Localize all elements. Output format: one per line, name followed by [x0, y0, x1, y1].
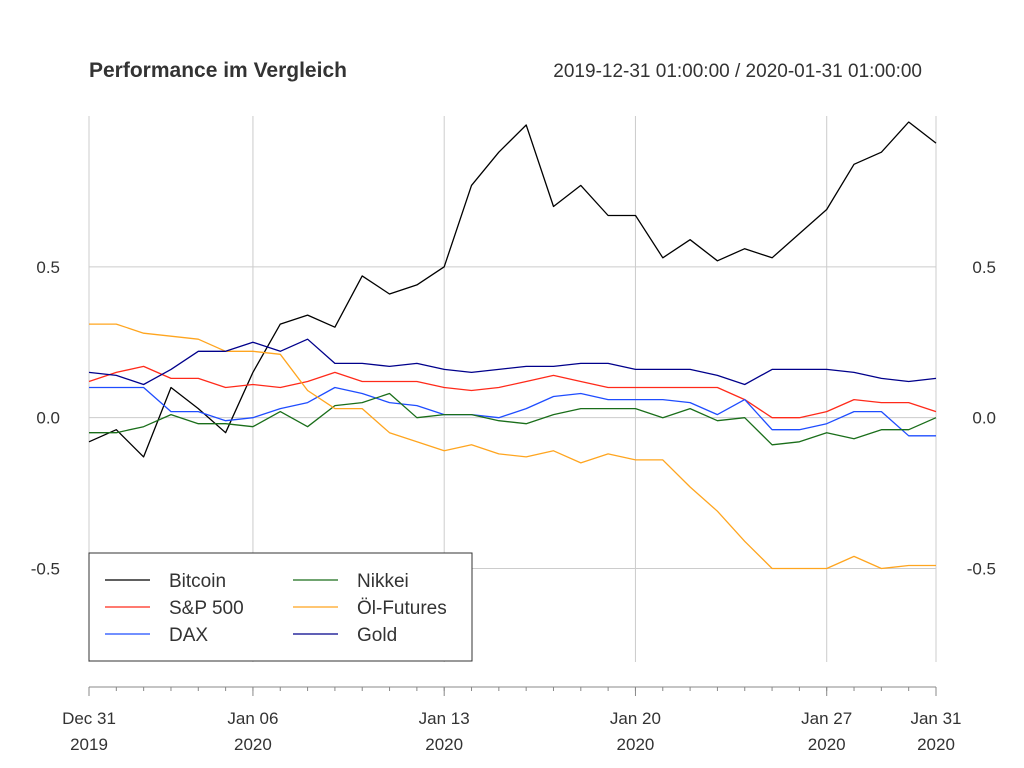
series-line-4	[89, 323, 936, 570]
legend-label: DAX	[169, 625, 208, 646]
y-axis-right: 0.5 0.0 -0.5	[967, 258, 996, 579]
series-line-0	[88, 121, 937, 458]
x-tick-year-label: 2020	[617, 735, 655, 754]
x-tick-label: Jan 06	[227, 709, 278, 728]
chart-title: Performance im Vergleich	[89, 59, 347, 82]
y-tick-label-left: -0.5	[31, 559, 60, 578]
x-tick-label: Jan 20	[610, 709, 661, 728]
x-tick-year-label: 2020	[808, 735, 846, 754]
x-tick-year-label: 2019	[70, 735, 108, 754]
series-lines	[88, 121, 937, 570]
series-line-3	[89, 392, 937, 446]
series-line-5	[88, 338, 937, 386]
x-tick-label: Jan 31	[910, 709, 961, 728]
series-line-2	[89, 386, 936, 437]
legend-label: Gold	[357, 625, 397, 646]
legend-label: S&P 500	[169, 598, 244, 619]
x-tick-year-label: 2020	[425, 735, 463, 754]
x-tick-label: Dec 31	[62, 709, 116, 728]
y-tick-label-right: 0.5	[972, 258, 996, 277]
y-tick-label-right: 0.0	[972, 409, 996, 428]
legend-box	[88, 552, 473, 662]
x-axis: Dec 31 2019 Jan 06 2020 Jan 13 2020 Jan 20 2020…	[62, 686, 962, 754]
y-tick-label-right: -0.5	[967, 559, 996, 578]
series-line-1	[88, 365, 937, 419]
legend: Bitcoin S&P 500 DAX Nikkei Öl-Futures Gold	[88, 552, 473, 662]
x-tick-label: Jan 27	[801, 709, 852, 728]
legend-label: Bitcoin	[169, 571, 226, 592]
legend-label: Öl-Futures	[357, 598, 447, 619]
y-axis-left: 0.5 0.0 -0.5	[31, 258, 60, 579]
chart-date-range: 2019-12-31 01:00:00 / 2020-01-31 01:00:0…	[553, 61, 922, 82]
x-tick-year-label: 2020	[234, 735, 272, 754]
x-tick-year-label: 2020	[917, 735, 955, 754]
y-tick-label-left: 0.0	[36, 409, 60, 428]
y-tick-label-left: 0.5	[36, 258, 60, 277]
legend-label: Nikkei	[357, 571, 409, 592]
x-tick-label: Jan 13	[419, 709, 470, 728]
